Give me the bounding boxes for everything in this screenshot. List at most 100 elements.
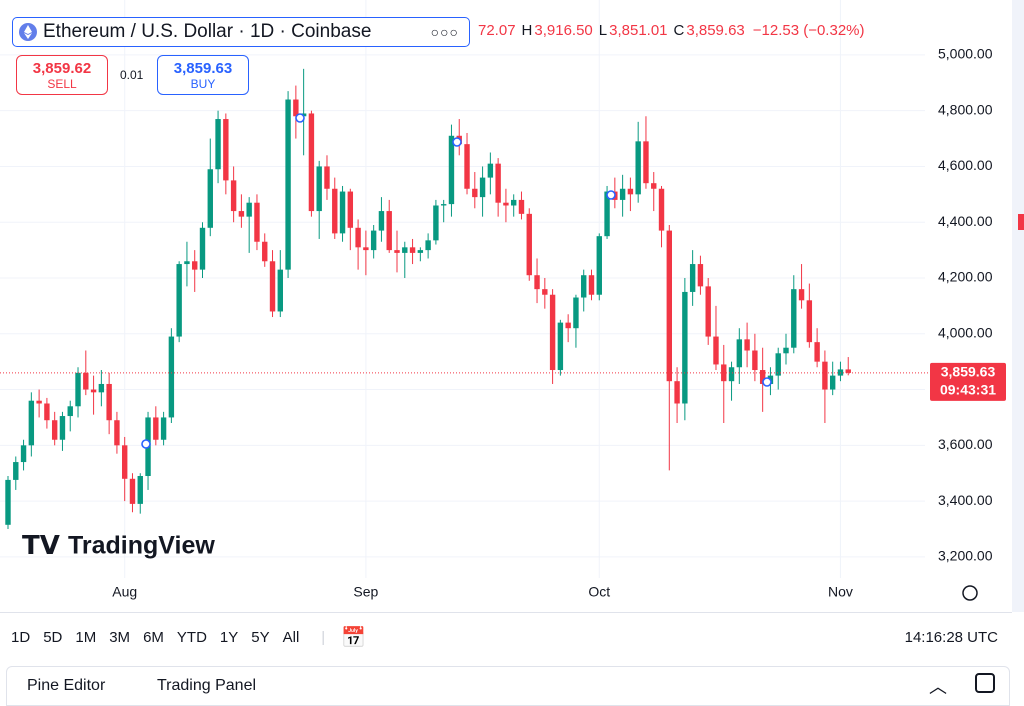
candle-body	[129, 478, 136, 504]
candle-body	[651, 183, 657, 189]
candle-body	[448, 135, 455, 205]
symbol-legend[interactable]: Ethereum / U.S. Dollar · 1D · Coinbase ○…	[12, 17, 470, 47]
candle-body	[36, 400, 42, 404]
chart: 3,200.003,400.003,600.003,800.004,000.00…	[0, 0, 1024, 612]
candle-body	[791, 289, 797, 348]
candle-body	[534, 275, 540, 290]
candle-body	[689, 264, 696, 292]
candle-body	[293, 99, 299, 117]
candle-body	[495, 163, 501, 203]
candle-body	[417, 250, 424, 253]
event-marker[interactable]	[295, 113, 305, 123]
event-marker[interactable]	[762, 377, 772, 387]
y-tick-label: 4,600.00	[938, 157, 993, 173]
candle-body	[230, 180, 237, 212]
candle-body	[588, 275, 595, 295]
candle-body	[308, 113, 315, 212]
range-button[interactable]: 1D	[11, 628, 31, 646]
candle-body	[682, 291, 688, 404]
candle-body	[604, 191, 610, 237]
candle-body	[573, 297, 579, 329]
side-marker	[1018, 214, 1024, 230]
candle-body	[557, 322, 564, 371]
range-button[interactable]: 6M	[143, 628, 164, 646]
collapse-icon[interactable]: ︿	[929, 677, 947, 697]
candle-body	[13, 462, 19, 480]
range-button[interactable]: YTD	[176, 628, 207, 646]
candle-body	[386, 211, 392, 251]
buy-label: BUY	[190, 77, 216, 91]
panel-tab[interactable]: Trading Panel	[157, 677, 257, 694]
high-key: H	[521, 22, 533, 39]
event-marker[interactable]	[606, 190, 616, 200]
candle-body	[254, 202, 260, 242]
event-marker[interactable]	[141, 439, 151, 449]
candle-body	[565, 322, 571, 329]
date-range-icon[interactable]: 📅	[341, 626, 367, 649]
y-tick-label: 4,000.00	[938, 324, 993, 340]
candle-body	[137, 475, 143, 504]
candle-body	[464, 144, 470, 189]
candle-body	[277, 269, 283, 312]
panel-tab[interactable]: Pine Editor	[27, 677, 106, 694]
side-strip	[1012, 0, 1024, 612]
candle-body	[619, 188, 626, 200]
candle-body	[122, 445, 128, 479]
candle-body	[759, 370, 766, 384]
candle-body	[503, 202, 509, 206]
candle-body	[262, 241, 268, 262]
candle-body	[176, 264, 182, 337]
range-button[interactable]: 5D	[43, 628, 63, 646]
buy-price: 3,859.63	[173, 60, 233, 77]
event-marker[interactable]	[452, 137, 462, 147]
candle-body	[549, 294, 556, 371]
candle-body	[28, 400, 35, 446]
maximize-icon[interactable]	[975, 673, 995, 693]
candle-body	[215, 119, 221, 170]
candle-body	[744, 339, 750, 351]
candle-body	[829, 375, 836, 390]
candle-body	[798, 289, 805, 301]
y-tick-label: 3,200.00	[938, 548, 993, 564]
candle-body	[518, 199, 525, 214]
countdown: 09:43:31	[940, 382, 996, 398]
x-tick-label: Sep	[353, 584, 378, 600]
logo-mark: 𝗧𝗩	[22, 530, 60, 560]
candle-body	[845, 369, 851, 373]
ohlc-legend: 72.07 H 3,916.50 L 3,851.01 C 3,859.63 −12.…	[478, 22, 865, 39]
candle-body	[526, 213, 532, 276]
candle-body	[713, 336, 719, 365]
sell-button[interactable]: 3,859.62 SELL	[16, 55, 108, 95]
candle-body	[114, 420, 120, 446]
range-button[interactable]: 1M	[75, 628, 97, 646]
candle-body	[440, 204, 447, 206]
sell-price: 3,859.62	[32, 60, 92, 77]
close-value: 3,859.63	[686, 22, 745, 39]
candle-body	[83, 372, 89, 390]
range-button[interactable]: 1Y	[219, 628, 239, 646]
candle-body	[752, 350, 758, 371]
candle-body	[269, 261, 276, 312]
candle-body	[425, 240, 431, 251]
candle-body	[402, 247, 408, 253]
x-tick-label: Nov	[828, 584, 853, 600]
symbol-title: Ethereum / U.S. Dollar · 1D · Coinbase	[43, 21, 372, 42]
more-icon[interactable]: ○○○	[430, 24, 459, 40]
candle-body	[246, 202, 252, 217]
low-value: 3,851.01	[609, 22, 668, 39]
buy-button[interactable]: 3,859.63 BUY	[157, 55, 249, 95]
range-button[interactable]: 3M	[109, 628, 131, 646]
candle-body	[596, 236, 602, 295]
candle-body	[775, 353, 781, 376]
range-button[interactable]: 5Y	[251, 628, 270, 646]
candle-body	[324, 166, 330, 189]
candle-body	[355, 227, 361, 248]
settings-icon[interactable]	[962, 585, 978, 601]
candle-body	[316, 166, 322, 212]
candle-body	[285, 99, 291, 270]
candle-body	[705, 286, 711, 337]
candle-body	[635, 141, 641, 195]
candle-body	[168, 336, 175, 418]
range-button[interactable]: All	[282, 628, 300, 646]
y-tick-label: 5,000.00	[938, 46, 993, 62]
